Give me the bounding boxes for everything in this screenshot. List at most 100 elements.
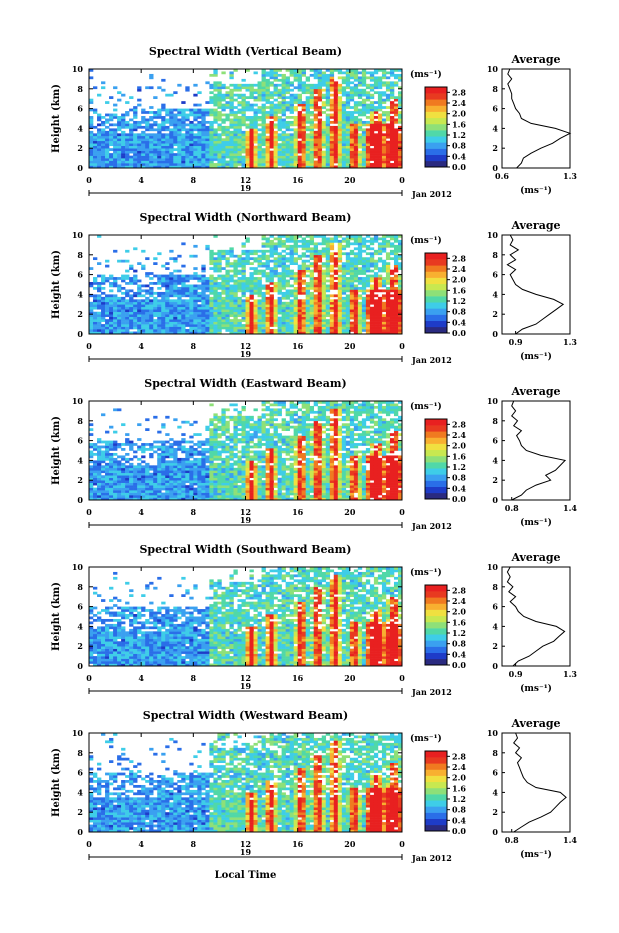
heatmap-cell <box>366 289 370 292</box>
heatmap-cell <box>338 158 342 161</box>
heatmap-cell <box>181 280 185 283</box>
heatmap-cell <box>101 327 105 330</box>
heatmap-cell <box>334 156 338 159</box>
heatmap-cell <box>394 106 398 109</box>
heatmap-cell <box>274 123 278 126</box>
heatmap-cell <box>121 141 125 144</box>
heatmap-cell <box>254 163 258 166</box>
heatmap-cell <box>233 126 237 129</box>
heatmap-cell <box>161 307 165 310</box>
heatmap-cell <box>358 282 362 285</box>
heatmap-cell <box>233 307 237 310</box>
heatmap-cell <box>217 252 221 255</box>
heatmap-cell <box>117 148 121 151</box>
heatmap-cell <box>270 106 274 109</box>
heatmap-cell <box>237 309 241 312</box>
heatmap-cell <box>109 468 113 471</box>
heatmap-cell <box>306 148 310 151</box>
heatmap-cell <box>322 138 326 141</box>
heatmap-cell <box>278 84 282 87</box>
heatmap-cell <box>145 317 149 320</box>
heatmap-cell <box>394 151 398 154</box>
heatmap-cell <box>201 322 205 325</box>
heatmap-cell <box>113 297 117 300</box>
heatmap-cell <box>161 292 165 295</box>
heatmap-cell <box>201 275 205 278</box>
heatmap-cell <box>89 319 93 322</box>
heatmap-cell <box>366 143 370 146</box>
heatmap-cell <box>209 285 213 288</box>
heatmap-cell <box>374 84 378 87</box>
heatmap-cell <box>145 126 149 129</box>
heatmap-cell <box>221 280 225 283</box>
heatmap-cell <box>246 312 250 315</box>
heatmap-cell <box>169 292 173 295</box>
heatmap-cell <box>346 309 350 312</box>
heatmap-cell <box>250 123 254 126</box>
heatmap-cell <box>157 302 161 305</box>
heatmap-cell <box>306 304 310 307</box>
heatmap-cell <box>350 237 354 240</box>
heatmap-cell <box>270 133 274 136</box>
heatmap-cell <box>366 277 370 280</box>
x-tick-label: 0 <box>86 175 92 185</box>
heatmap-cell <box>169 327 173 330</box>
heatmap-cell <box>97 262 101 265</box>
heatmap-cell <box>250 106 254 109</box>
heatmap-cell <box>334 114 338 117</box>
heatmap-cell <box>237 84 241 87</box>
heatmap-cell <box>306 143 310 146</box>
heatmap-cell <box>310 280 314 283</box>
heatmap-cell <box>326 302 330 305</box>
heatmap-cell <box>362 156 366 159</box>
heatmap-cell <box>322 289 326 292</box>
heatmap-cell <box>334 257 338 260</box>
heatmap-cell <box>133 282 137 285</box>
heatmap-cell <box>137 312 141 315</box>
heatmap-cell <box>105 136 109 139</box>
heatmap-cell <box>394 287 398 290</box>
heatmap-cell <box>354 277 358 280</box>
heatmap-cell <box>346 119 350 122</box>
heatmap-cell <box>181 299 185 302</box>
heatmap-cell <box>229 148 233 151</box>
heatmap-cell <box>233 302 237 305</box>
heatmap-cell <box>386 255 390 258</box>
heatmap-cell <box>306 240 310 243</box>
heatmap-cell <box>205 158 209 161</box>
heatmap-cell <box>326 324 330 327</box>
heatmap-cell <box>237 262 241 265</box>
heatmap-cell <box>254 128 258 131</box>
heatmap-cell <box>266 265 270 268</box>
heatmap-cell <box>390 304 394 307</box>
heatmap-cell <box>322 136 326 139</box>
heatmap-cell <box>129 302 133 305</box>
heatmap-cell <box>133 106 137 109</box>
heatmap-cell <box>173 304 177 307</box>
heatmap-cell <box>165 119 169 122</box>
heatmap-cell <box>221 156 225 159</box>
heatmap-cell <box>177 141 181 144</box>
heatmap-cell <box>338 126 342 129</box>
heatmap-cell <box>109 455 113 458</box>
heatmap-cell <box>153 327 157 330</box>
heatmap-cell <box>177 109 181 112</box>
heatmap-cell <box>258 302 262 305</box>
heatmap-cell <box>237 324 241 327</box>
heatmap-cell <box>262 131 266 134</box>
heatmap-cell <box>181 109 185 112</box>
heatmap-cell <box>266 101 270 104</box>
heatmap-cell <box>137 475 141 478</box>
heatmap-cell <box>157 151 161 154</box>
heatmap-cell <box>185 322 189 325</box>
heatmap-cell <box>246 116 250 119</box>
heatmap-cell <box>258 91 262 94</box>
heatmap-cell <box>93 143 97 146</box>
heatmap-cell <box>117 465 121 468</box>
heatmap-cell <box>346 242 350 245</box>
heatmap-cell <box>169 131 173 134</box>
heatmap-cell <box>105 458 109 461</box>
heatmap-cell <box>330 153 334 156</box>
heatmap-cell <box>286 148 290 151</box>
heatmap-cell <box>229 131 233 134</box>
